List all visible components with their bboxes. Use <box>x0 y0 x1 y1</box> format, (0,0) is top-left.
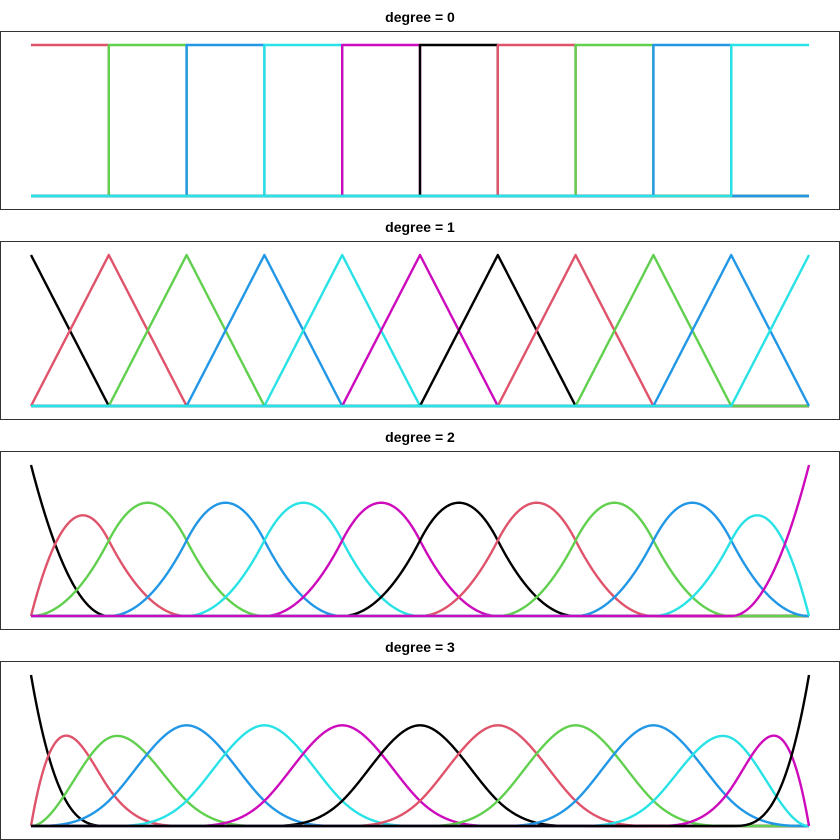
basis-curve-7 <box>30 43 810 198</box>
basis-curve-13 <box>30 674 811 828</box>
curves-group <box>29 674 811 828</box>
panel-title: degree = 3 <box>385 639 455 655</box>
basis-curve-9 <box>30 501 810 618</box>
basis-curve-1 <box>29 674 810 828</box>
panel-degree-0: degree = 0 <box>0 9 840 210</box>
panel-frame <box>0 241 840 420</box>
basis-curve-10 <box>30 724 810 828</box>
panel-frame <box>0 661 840 840</box>
basis-curve-2 <box>29 734 810 828</box>
curves-group <box>29 253 811 408</box>
panel-title: degree = 1 <box>385 219 455 235</box>
basis-curve-6 <box>30 501 810 618</box>
basis-curve-8 <box>30 724 810 828</box>
basis-curve-11 <box>30 514 811 618</box>
basis-curve-12 <box>30 734 811 828</box>
basis-curve-5 <box>30 724 810 828</box>
basis-curve-11 <box>30 734 810 828</box>
basis-curve-4 <box>30 501 810 618</box>
basis-curve-11 <box>30 43 810 198</box>
panel-title: degree = 0 <box>385 9 455 25</box>
basis-curve-3 <box>30 501 810 618</box>
basis-curve-12 <box>30 464 811 618</box>
curves-group <box>30 43 810 198</box>
basis-curve-10 <box>30 501 810 618</box>
basis-curve-5 <box>30 501 810 618</box>
basis-curve-3 <box>30 734 810 828</box>
basis-curve-9 <box>30 724 810 828</box>
panel-degree-3: degree = 3 <box>0 639 840 840</box>
basis-curve-7 <box>30 501 810 618</box>
panel-title: degree = 2 <box>385 429 455 445</box>
basis-curve-6 <box>30 724 810 828</box>
panel-degree-1: degree = 1 <box>0 219 840 420</box>
curves-group <box>29 464 811 618</box>
basis-curve-7 <box>30 724 810 828</box>
basis-curve-11 <box>30 254 811 408</box>
panel-degree-2: degree = 2 <box>0 429 840 630</box>
basis-curve-2 <box>29 514 810 618</box>
basis-curve-8 <box>30 501 810 618</box>
basis-curve-4 <box>30 724 810 828</box>
